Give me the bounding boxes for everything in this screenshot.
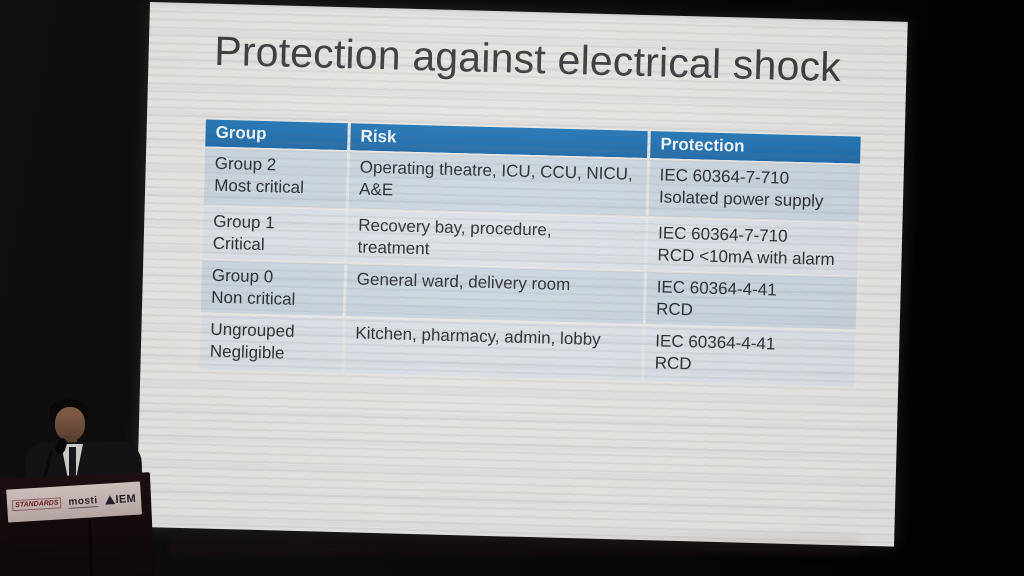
projection-slide: Protection against electrical shock Grou… xyxy=(136,2,908,547)
slide-title: Protection against electrical shock xyxy=(213,27,842,91)
cell-protection: IEC 60364-4-41 RCD xyxy=(644,323,856,387)
cell-protection: IEC 60364-4-41 RCD xyxy=(645,270,858,330)
cell-group: Ungrouped Negligible xyxy=(199,312,346,374)
podium-logo-band: STANDARDS mosti IEM xyxy=(6,481,142,523)
presenter-face xyxy=(55,407,85,441)
floor-reflection xyxy=(170,538,860,556)
cell-group: Group 0 Non critical xyxy=(200,258,348,317)
iem-logo: IEM xyxy=(104,492,136,506)
iem-logo-text: IEM xyxy=(115,492,137,506)
cell-group: Group 1 Critical xyxy=(202,204,349,263)
cell-protection: IEC 60364-7-710 RCD <10mA with alarm xyxy=(647,216,859,276)
microphone-cable xyxy=(87,519,94,576)
mosti-logo: mosti xyxy=(68,494,98,509)
podium: STANDARDS mosti IEM xyxy=(0,472,155,576)
presenter-neck xyxy=(63,436,77,446)
cell-risk: Operating theatre, ICU, CCU, NICU, A&E xyxy=(348,150,651,217)
protection-table: Group Risk Protection Group 2 Most criti… xyxy=(199,119,861,387)
cell-risk: General ward, delivery room xyxy=(345,262,648,324)
cell-group: Group 2 Most critical xyxy=(203,146,351,209)
iem-triangle-icon xyxy=(104,495,115,505)
presenter-tie xyxy=(69,447,76,486)
cell-risk: Kitchen, pharmacy, admin, lobby xyxy=(344,316,646,381)
standards-malaysia-logo: STANDARDS xyxy=(11,497,62,512)
cell-risk: Recovery bay, procedure, treatment xyxy=(347,208,649,271)
column-header-group: Group xyxy=(205,119,351,151)
cell-protection: IEC 60364-7-710 Isolated power supply xyxy=(648,158,861,222)
protection-table-wrap: Group Risk Protection Group 2 Most criti… xyxy=(199,119,861,387)
